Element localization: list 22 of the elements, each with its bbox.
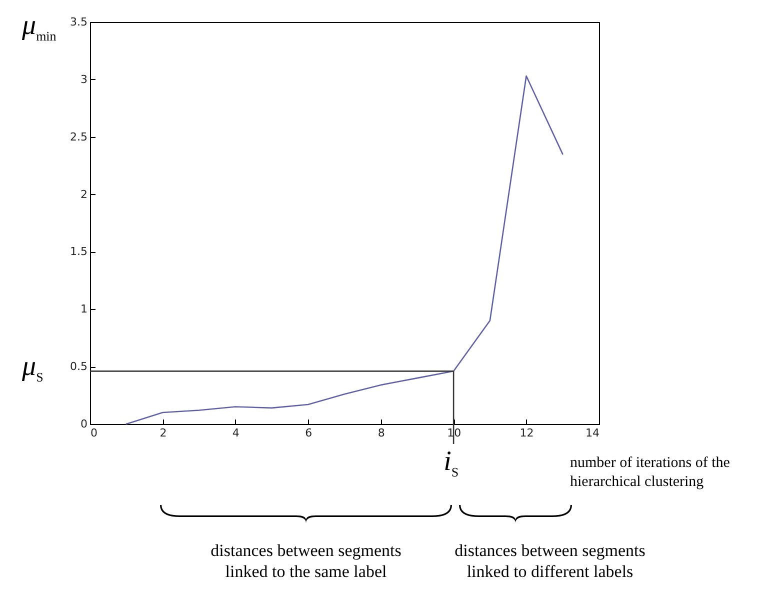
text: distances between segments linked to the same label — [210, 540, 402, 582]
x-axis-title: number of iterations of the hierarchical clustering — [570, 454, 731, 492]
y-tick-label: 2 — [80, 188, 88, 201]
ref-line-label: i$_{S}$ — [444, 446, 459, 481]
y-tick-label: 3 — [80, 72, 88, 86]
x-tick-label: 0 — [90, 426, 98, 440]
x-tick-label: 14 — [586, 426, 600, 440]
line-series — [126, 75, 564, 425]
text: distances between segments linked to different labels — [454, 540, 646, 582]
x-tick-label: 8 — [378, 426, 385, 440]
y-tick-label: 0 — [80, 418, 88, 430]
x-tick-label: 6 — [305, 426, 312, 440]
y-tick-label: 1.5 — [70, 245, 88, 258]
y-axis-title: μ$_{min}$ — [22, 10, 56, 45]
x-tick-label: 12 — [520, 426, 534, 440]
ref-line-label: μ$_{S}$ — [22, 351, 44, 386]
y-tick-label: 2.5 — [70, 130, 88, 144]
x-tick-label: 4 — [232, 426, 240, 440]
y-tick-label: 3.5 — [70, 16, 88, 28]
x-tick-label: 2 — [160, 426, 167, 440]
y-tick-label: 1 — [80, 302, 88, 316]
y-tick-label: 0.5 — [70, 360, 88, 374]
